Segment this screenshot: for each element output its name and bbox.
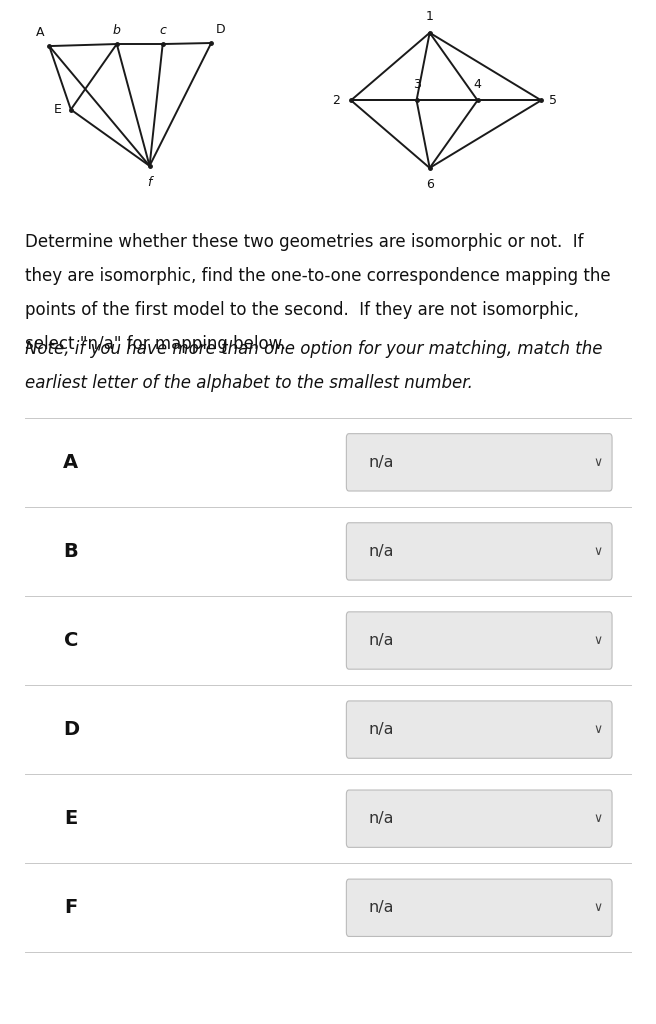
- Text: n/a: n/a: [369, 544, 394, 559]
- Text: 3: 3: [413, 79, 420, 91]
- FancyBboxPatch shape: [346, 612, 612, 670]
- Text: D: D: [216, 24, 225, 36]
- Text: D: D: [63, 720, 79, 739]
- FancyBboxPatch shape: [346, 522, 612, 580]
- Text: ∨: ∨: [593, 545, 602, 558]
- Text: 5: 5: [549, 94, 557, 106]
- Text: ∨: ∨: [593, 456, 602, 469]
- Text: 4: 4: [474, 79, 482, 91]
- FancyBboxPatch shape: [346, 701, 612, 758]
- Text: F: F: [64, 898, 77, 918]
- Text: b: b: [113, 25, 121, 37]
- Text: n/a: n/a: [369, 811, 394, 826]
- FancyBboxPatch shape: [346, 879, 612, 936]
- Text: ∨: ∨: [593, 634, 602, 647]
- Text: n/a: n/a: [369, 900, 394, 915]
- Text: E: E: [54, 103, 62, 116]
- Text: select "n/a" for mapping below.: select "n/a" for mapping below.: [25, 335, 286, 353]
- Text: n/a: n/a: [369, 722, 394, 737]
- Text: A: A: [63, 453, 79, 472]
- FancyBboxPatch shape: [346, 791, 612, 848]
- Text: 1: 1: [426, 10, 434, 23]
- FancyBboxPatch shape: [346, 434, 612, 492]
- Text: points of the first model to the second.  If they are not isomorphic,: points of the first model to the second.…: [25, 301, 579, 319]
- Text: earliest letter of the alphabet to the smallest number.: earliest letter of the alphabet to the s…: [25, 374, 473, 392]
- Text: Determine whether these two geometries are isomorphic or not.  If: Determine whether these two geometries a…: [25, 233, 583, 252]
- Text: 6: 6: [426, 178, 434, 190]
- Text: B: B: [64, 542, 78, 561]
- Text: A: A: [36, 27, 44, 39]
- Text: Note, if you have more than one option for your matching, match the: Note, if you have more than one option f…: [25, 340, 602, 358]
- Text: C: C: [64, 631, 78, 650]
- Text: f: f: [148, 176, 152, 188]
- Text: they are isomorphic, find the one-to-one correspondence mapping the: they are isomorphic, find the one-to-one…: [25, 267, 611, 286]
- Text: n/a: n/a: [369, 455, 394, 470]
- Text: ∨: ∨: [593, 812, 602, 825]
- Text: 2: 2: [333, 94, 340, 106]
- Text: n/a: n/a: [369, 633, 394, 648]
- Text: ∨: ∨: [593, 723, 602, 736]
- Text: ∨: ∨: [593, 901, 602, 914]
- Text: c: c: [159, 25, 166, 37]
- Text: E: E: [64, 809, 77, 828]
